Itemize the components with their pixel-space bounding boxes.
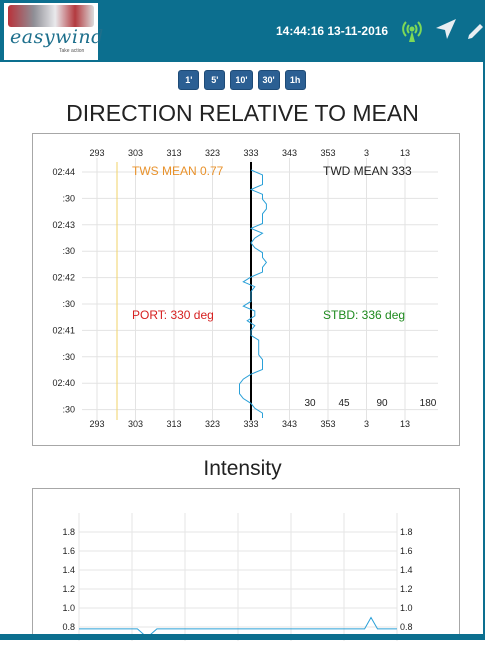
x-tick-label-top: 353	[320, 148, 335, 158]
x-tick-label-top: 333	[243, 148, 258, 158]
x-tick-label-top: 323	[205, 148, 220, 158]
y-tick-label-right: 1.8	[400, 527, 413, 537]
x-tick-label-top: 313	[166, 148, 181, 158]
y-tick-label-left: 1.0	[62, 603, 75, 613]
y-tick-label-left: 1.6	[62, 546, 75, 556]
x-tick-label-top: 293	[89, 148, 104, 158]
scale-label: 180	[420, 398, 437, 409]
y-tick-label-right: 1.2	[400, 584, 413, 594]
range-button-10min[interactable]: 10'	[230, 70, 253, 90]
x-tick-label-bottom: 333	[243, 419, 258, 429]
x-tick-label-top: 303	[128, 148, 143, 158]
direction-chart-title: DIRECTION RELATIVE TO MEAN	[66, 100, 419, 126]
x-tick-label-bottom: 313	[166, 419, 181, 429]
easywind-logo[interactable]: easywind Take action	[4, 3, 103, 60]
tws-mean-label: TWS MEAN 0.77	[132, 164, 224, 178]
y-tick-label: :30	[62, 352, 75, 362]
intensity-chart: 1.8 1.8 1.6 1.6 1.4 1.4 1.2 1.2 1.0 1.0 0.8 0.8	[32, 488, 460, 641]
x-tick-label-bottom: 303	[128, 419, 143, 429]
y-tick-label-right: 1.6	[400, 546, 413, 556]
x-tick-label-bottom: 3	[364, 419, 369, 429]
intensity-chart-svg: 1.8 1.8 1.6 1.6 1.4 1.4 1.2 1.2 1.0 1.0 0.8 0.8	[62, 513, 413, 641]
app-header: easywind Take action 14:44:16 13-11-2016	[0, 0, 485, 62]
intensity-series-line	[79, 616, 397, 636]
y-tick-label: 02:41	[52, 325, 75, 335]
x-tick-label-bottom: 13	[400, 419, 410, 429]
clock-datetime: 14:44:16 13-11-2016	[276, 24, 389, 38]
antenna-icon[interactable]	[398, 16, 426, 44]
logo-subtext: Take action	[59, 48, 85, 54]
x-tick-label-top: 13	[400, 148, 410, 158]
scale-label: 30	[304, 398, 316, 409]
y-tick-label: :30	[62, 299, 75, 309]
range-button-5min[interactable]: 5'	[204, 70, 226, 90]
port-label: PORT: 330 deg	[132, 308, 214, 322]
x-tick-label-bottom: 323	[205, 419, 220, 429]
range-button-1h[interactable]: 1h	[284, 70, 306, 90]
direction-chart: 293 293 303 303 313 313 323 323 333 333 343 343 353 3…	[32, 133, 460, 446]
x-tick-label-top: 343	[282, 148, 297, 158]
scale-label: 90	[376, 398, 388, 409]
y-tick-label-right: 1.0	[400, 603, 413, 613]
y-tick-label-left: 1.2	[62, 584, 75, 594]
logo-text: easywind	[10, 26, 104, 48]
y-tick-label: 02:42	[52, 273, 75, 283]
time-range-selector: 1' 5' 10' 30' 1h	[0, 70, 485, 92]
y-tick-label: :30	[62, 405, 75, 415]
direction-chart-svg: 2932933033033133133233233333333433433533…	[52, 148, 438, 429]
y-tick-label-left: 0.8	[62, 622, 75, 632]
range-button-1min[interactable]: 1'	[178, 70, 200, 90]
direction-series-line	[239, 169, 268, 418]
pencil-icon[interactable]	[466, 18, 485, 40]
y-tick-label: 02:40	[52, 378, 75, 388]
stbd-label: STBD: 336 deg	[323, 308, 405, 322]
bottom-strip	[0, 634, 485, 640]
right-edge-strip	[483, 62, 485, 640]
twd-mean-label: TWD MEAN 333	[323, 164, 412, 178]
logo-banner	[8, 5, 94, 27]
x-tick-label-bottom: 343	[282, 419, 297, 429]
y-tick-label: :30	[62, 193, 75, 203]
range-button-30min[interactable]: 30'	[257, 70, 280, 90]
y-tick-label-right: 0.8	[400, 622, 413, 632]
y-tick-label-right: 1.4	[400, 565, 413, 575]
y-tick-label-left: 1.4	[62, 565, 75, 575]
y-tick-label: :30	[62, 246, 75, 256]
scale-label: 45	[338, 398, 350, 409]
navigation-arrow-icon[interactable]	[433, 16, 459, 42]
y-tick-label: 02:44	[52, 167, 75, 177]
intensity-chart-title: Intensity	[203, 457, 282, 480]
y-tick-label-left: 1.8	[62, 527, 75, 537]
x-tick-label-bottom: 353	[320, 419, 335, 429]
y-tick-label: 02:43	[52, 220, 75, 230]
x-tick-label-bottom: 293	[89, 419, 104, 429]
x-tick-label-top: 3	[364, 148, 369, 158]
